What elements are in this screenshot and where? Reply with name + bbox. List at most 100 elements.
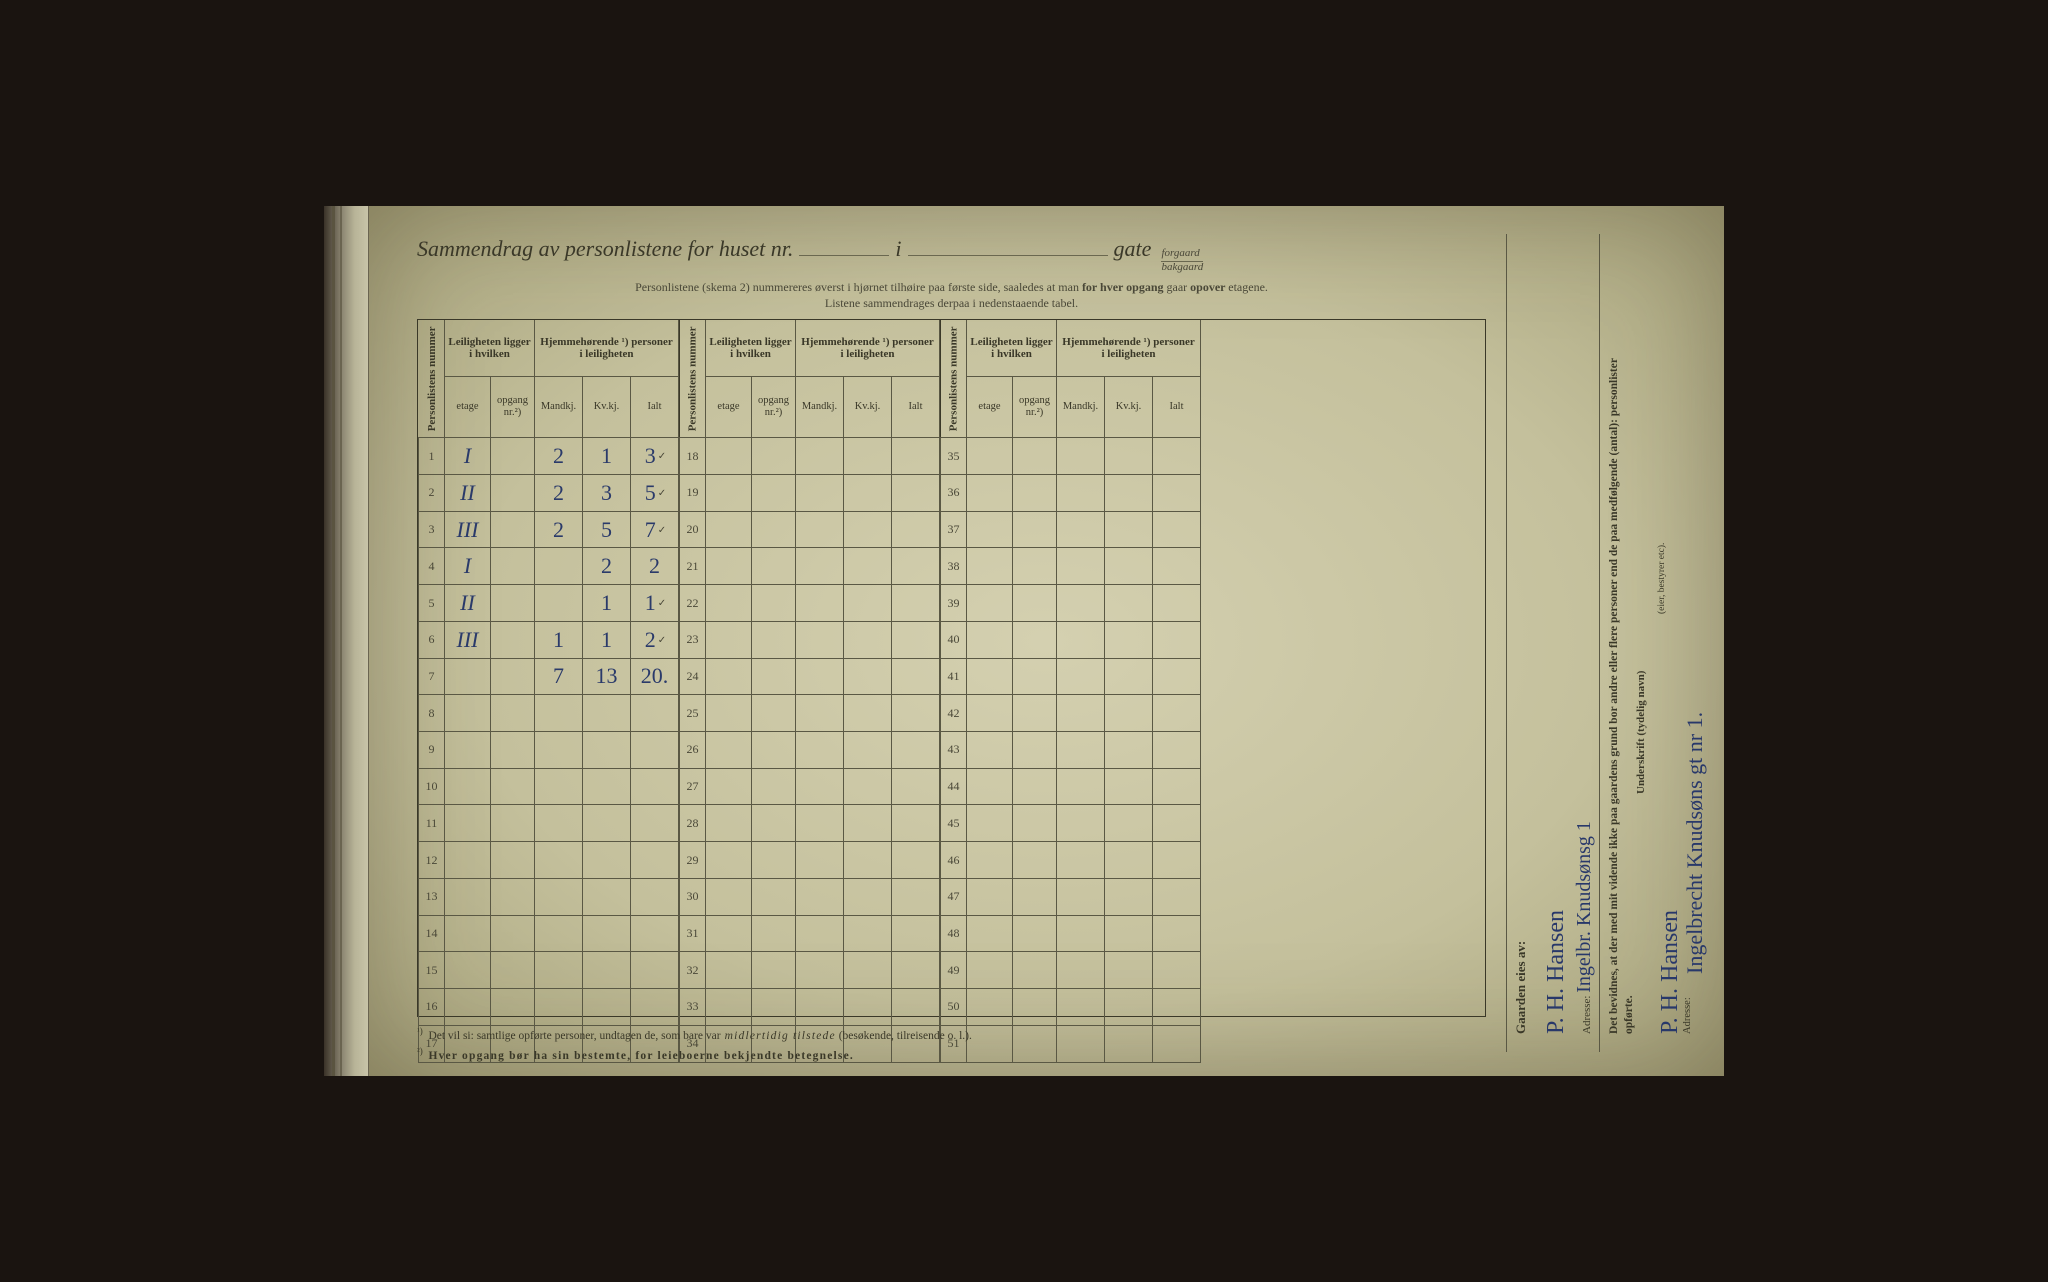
table-row: 32 bbox=[680, 952, 940, 989]
table-cell bbox=[445, 952, 491, 989]
table-cell bbox=[752, 915, 796, 952]
table-cell bbox=[796, 989, 844, 1026]
col-mandkj: Mandkj. bbox=[1057, 376, 1105, 437]
col-ialt: Ialt bbox=[1153, 376, 1201, 437]
table-row: 36 bbox=[941, 474, 1201, 511]
table-cell bbox=[892, 989, 940, 1026]
table-cell: II bbox=[445, 474, 491, 511]
table-cell bbox=[796, 658, 844, 695]
table-cell bbox=[1057, 952, 1105, 989]
table-cell bbox=[1013, 438, 1057, 475]
table-cell bbox=[445, 842, 491, 879]
table-cell bbox=[1153, 585, 1201, 622]
col-ialt: Ialt bbox=[631, 376, 679, 437]
col-personlistens-nummer: Personlistens nummer bbox=[941, 320, 967, 437]
col-personlistens-nummer: Personlistens nummer bbox=[419, 320, 445, 437]
table-row: 11 bbox=[419, 805, 679, 842]
signer-role: (eier, bestyrer etc). bbox=[1657, 543, 1667, 614]
table-cell: 40 bbox=[941, 621, 967, 658]
table-cell: 2 bbox=[419, 474, 445, 511]
table-row: 18 bbox=[680, 438, 940, 475]
table-cell: 20. bbox=[631, 658, 679, 695]
side-column: Gaarden eies av: P. H. Hansen Adresse: I… bbox=[1506, 234, 1686, 1052]
table-row: 23 bbox=[680, 621, 940, 658]
table-row: 26 bbox=[680, 732, 940, 769]
table-cell: I bbox=[445, 548, 491, 585]
table-cell: 3 bbox=[583, 474, 631, 511]
table-cell bbox=[583, 768, 631, 805]
table-cell: 2 bbox=[535, 474, 583, 511]
table-row: 47 bbox=[941, 878, 1201, 915]
table-cell: 1 bbox=[583, 438, 631, 475]
table-cell bbox=[796, 842, 844, 879]
table-cell: 5 bbox=[419, 585, 445, 622]
table-cell: 22 bbox=[680, 585, 706, 622]
table-cell bbox=[631, 952, 679, 989]
table-cell bbox=[1105, 621, 1153, 658]
table-cell bbox=[491, 952, 535, 989]
table-cell bbox=[1057, 511, 1105, 548]
table-cell bbox=[967, 732, 1013, 769]
table-cell: 49 bbox=[941, 952, 967, 989]
table-cell bbox=[706, 842, 752, 879]
table-cell: III bbox=[445, 621, 491, 658]
table-cell bbox=[1013, 585, 1057, 622]
table-cell bbox=[535, 952, 583, 989]
table-cell bbox=[796, 438, 844, 475]
table-cell bbox=[491, 805, 535, 842]
table-cell: 44 bbox=[941, 768, 967, 805]
table-cell: 7 bbox=[419, 658, 445, 695]
table-cell bbox=[1013, 915, 1057, 952]
footnote2-text: Hver opgang bør ha sin bestemte, for lei… bbox=[428, 1050, 854, 1062]
table-cell bbox=[1013, 621, 1057, 658]
paper-sheet: Sammendrag av personlistene for huset nr… bbox=[369, 206, 1724, 1076]
table-cell: 37 bbox=[941, 511, 967, 548]
table-cell bbox=[1153, 732, 1201, 769]
table-cell bbox=[1057, 768, 1105, 805]
table-cell: 43 bbox=[941, 732, 967, 769]
table-cell bbox=[583, 915, 631, 952]
table-cell bbox=[892, 695, 940, 732]
table-cell bbox=[1105, 989, 1153, 1026]
table-cell bbox=[1153, 548, 1201, 585]
table-cell bbox=[844, 585, 892, 622]
table-cell: 1 bbox=[583, 585, 631, 622]
table-cell bbox=[844, 438, 892, 475]
table-cell bbox=[706, 732, 752, 769]
table-cell bbox=[844, 768, 892, 805]
table-cell bbox=[1153, 878, 1201, 915]
table-cell bbox=[1013, 952, 1057, 989]
table-row: 22 bbox=[680, 585, 940, 622]
table-cell bbox=[1013, 695, 1057, 732]
table-cell bbox=[445, 732, 491, 769]
col-hjemmehorende: Hjemmehørende ¹) personer i leiligheten bbox=[1057, 320, 1201, 376]
table-cell bbox=[1153, 915, 1201, 952]
table-cell: 1✓ bbox=[631, 585, 679, 622]
table-cell: 29 bbox=[680, 842, 706, 879]
table-row: 7 7 13 20. bbox=[419, 658, 679, 695]
table-cell: 1 bbox=[419, 438, 445, 475]
table-cell bbox=[535, 768, 583, 805]
table-row: 35 bbox=[941, 438, 1201, 475]
table-row: 42 bbox=[941, 695, 1201, 732]
table-cell bbox=[491, 915, 535, 952]
col-mandkj: Mandkj. bbox=[535, 376, 583, 437]
table-row: 24 bbox=[680, 658, 940, 695]
table-cell bbox=[445, 989, 491, 1026]
table-cell bbox=[796, 474, 844, 511]
table-cell: 42 bbox=[941, 695, 967, 732]
table-cell: 2✓ bbox=[631, 621, 679, 658]
table-cell bbox=[967, 585, 1013, 622]
footnote1-tail: (besøkende, tilreisende o. l.). bbox=[836, 1030, 972, 1042]
table-cell: I bbox=[445, 438, 491, 475]
table-cell bbox=[752, 732, 796, 769]
table-cell bbox=[752, 474, 796, 511]
signature-label: Underskrift (tydelig navn) bbox=[1635, 671, 1647, 794]
table-cell bbox=[892, 842, 940, 879]
table-cell bbox=[491, 548, 535, 585]
table-cell: 2 bbox=[535, 438, 583, 475]
table-cell bbox=[1057, 695, 1105, 732]
table-cell bbox=[1057, 474, 1105, 511]
table-cell bbox=[706, 511, 752, 548]
table-cell: 27 bbox=[680, 768, 706, 805]
